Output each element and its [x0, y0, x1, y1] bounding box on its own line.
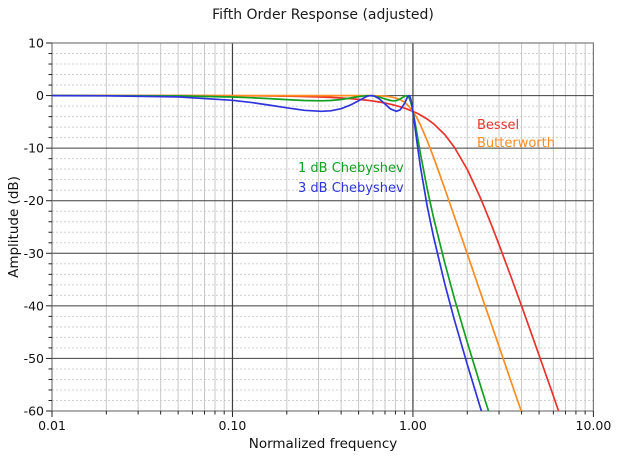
- curve-1-db-chebyshev: [52, 94, 490, 411]
- x-tick-label: 10.00: [576, 418, 612, 433]
- y-tick-label: 0: [36, 88, 44, 103]
- y-tick-label: -60: [24, 404, 44, 419]
- plot-frame: [51, 42, 595, 412]
- y-tick-label: -40: [24, 298, 44, 313]
- y-tick-label: -10: [24, 141, 44, 156]
- curve-butterworth: [52, 94, 523, 411]
- x-tick-label: 1.00: [399, 418, 427, 433]
- curve-label-1db-chebyshev: 1 dB Chebyshev: [298, 161, 404, 176]
- x-tick-label: 0.01: [38, 418, 66, 433]
- y-tick-label: -50: [24, 351, 44, 366]
- y-axis-label: Amplitude (dB): [6, 176, 22, 278]
- x-tick-label: 0.10: [219, 418, 247, 433]
- curves-group: [52, 94, 560, 411]
- y-tick-label: 10: [28, 36, 44, 51]
- y-tick-label: -20: [24, 193, 44, 208]
- curve-3-db-chebyshev: [52, 94, 483, 411]
- curve-bessel: [52, 94, 560, 411]
- curve-label-bessel: Bessel: [477, 118, 520, 133]
- curve-label-butterworth: Butterworth: [477, 136, 555, 151]
- y-tick-label: -30: [24, 246, 44, 261]
- x-axis-label: Normalized frequency: [248, 436, 398, 452]
- curve-label-3db-chebyshev: 3 dB Chebyshev: [298, 181, 404, 196]
- chart-title: Fifth Order Response (adjusted): [212, 7, 434, 23]
